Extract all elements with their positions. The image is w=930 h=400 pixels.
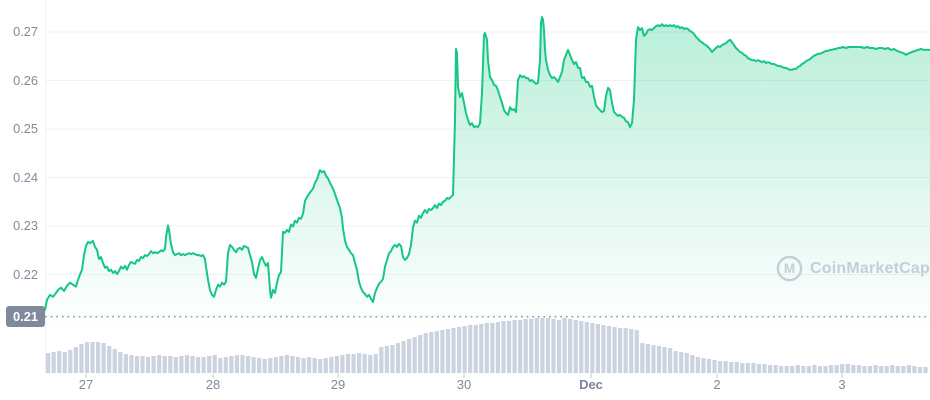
x-axis-label: 29	[330, 377, 346, 392]
y-axis-label: 0.22	[13, 266, 38, 282]
x-axis-label: 2	[713, 377, 721, 392]
y-axis-label: 0.23	[13, 218, 38, 233]
y-axis-label: 0.24	[13, 169, 38, 185]
coinmarketcap-wordmark: CoinMarketCap	[810, 259, 930, 277]
x-axis-label: 30	[456, 377, 472, 392]
x-axis-label: 28	[205, 377, 221, 392]
x-axis-label: 27	[78, 377, 94, 392]
price-line	[44, 16, 930, 311]
y-axis-label: 0.27	[13, 24, 38, 39]
price-area-fill	[45, 17, 930, 331]
y-axis-min-badge: 0.21	[6, 306, 45, 328]
coinmarketcap-logo-icon: M	[776, 255, 803, 282]
x-axis-label: 3	[838, 377, 846, 392]
volume-bars	[46, 318, 928, 373]
coinmarketcap-watermark: M CoinMarketCap	[776, 255, 930, 282]
x-axis-label: Dec	[579, 377, 603, 392]
y-axis-label: 0.26	[13, 72, 38, 88]
y-axis-label: 0.25	[13, 121, 38, 136]
svg-text:M: M	[784, 261, 795, 276]
